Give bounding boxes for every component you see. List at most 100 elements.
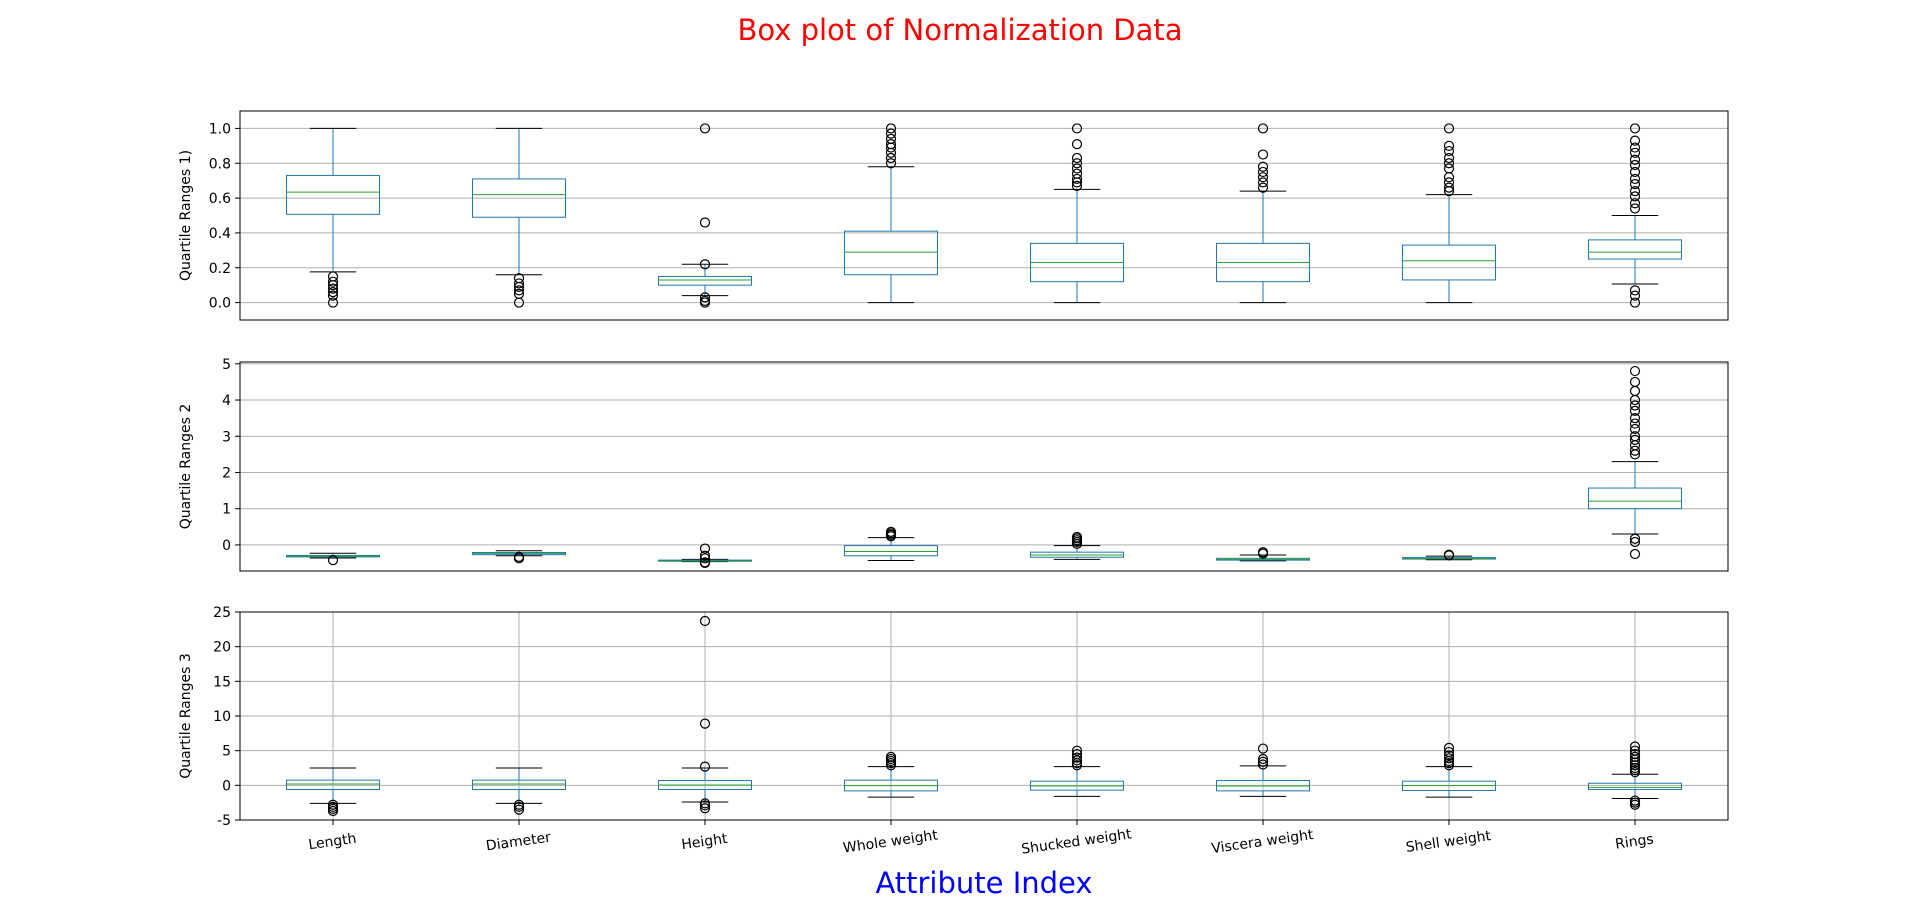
box-group bbox=[1402, 742, 1496, 798]
outlier bbox=[699, 123, 711, 134]
y-tick-label: 10 bbox=[213, 709, 231, 725]
y-tick-label: 5 bbox=[222, 357, 231, 373]
outlier bbox=[1071, 749, 1083, 760]
outlier bbox=[1629, 548, 1641, 560]
outlier bbox=[699, 615, 711, 627]
box bbox=[472, 178, 566, 218]
outlier bbox=[327, 271, 339, 282]
box-group bbox=[1588, 365, 1682, 560]
outlier bbox=[1629, 418, 1641, 429]
box-group bbox=[286, 127, 380, 308]
outlier bbox=[1443, 182, 1455, 193]
outlier bbox=[1629, 376, 1641, 388]
outlier bbox=[885, 147, 897, 158]
x-tick-label: Rings bbox=[1614, 831, 1655, 852]
outlier bbox=[1629, 159, 1641, 171]
outlier bbox=[1629, 533, 1641, 544]
box-group bbox=[844, 123, 938, 304]
outlier bbox=[327, 297, 339, 308]
axes-frame bbox=[239, 611, 1729, 821]
outlier bbox=[1443, 177, 1455, 188]
outlier bbox=[1257, 743, 1269, 754]
outlier bbox=[1257, 182, 1269, 193]
outlier bbox=[1629, 413, 1641, 424]
outlier bbox=[1071, 531, 1083, 543]
outlier bbox=[1629, 760, 1641, 771]
box-group bbox=[1216, 547, 1310, 562]
outlier bbox=[513, 553, 525, 564]
outlier bbox=[1629, 173, 1641, 185]
y-tick-label: -5 bbox=[217, 813, 231, 829]
box-group bbox=[844, 526, 938, 561]
box-group bbox=[286, 767, 380, 817]
outlier bbox=[1629, 434, 1641, 445]
outlier bbox=[1629, 757, 1641, 768]
y-axis-label: Quartile Ranges 2 bbox=[178, 404, 194, 530]
y-tick-label: 0.4 bbox=[209, 226, 231, 242]
x-tick-label: Shucked weight bbox=[1020, 826, 1133, 857]
box bbox=[286, 779, 380, 790]
outlier bbox=[1257, 123, 1269, 134]
outlier bbox=[1071, 755, 1083, 766]
outlier bbox=[1629, 762, 1641, 774]
outlier bbox=[1629, 751, 1641, 763]
outlier bbox=[699, 761, 711, 772]
box bbox=[844, 230, 938, 276]
outlier bbox=[1629, 297, 1641, 308]
x-tick-label: Whole weight bbox=[842, 827, 939, 856]
x-tick-label: Length bbox=[307, 831, 357, 854]
outlier bbox=[699, 543, 711, 554]
y-tick-label: 0.8 bbox=[209, 156, 231, 172]
outlier bbox=[1257, 161, 1269, 172]
outlier bbox=[327, 555, 339, 566]
y-tick-label: 0.6 bbox=[209, 191, 231, 207]
box-group bbox=[286, 552, 380, 566]
outlier bbox=[1071, 745, 1083, 756]
x-axis-label: Attribute Index bbox=[875, 866, 1092, 900]
box-group bbox=[1216, 123, 1310, 304]
outlier bbox=[1629, 799, 1641, 810]
outlier bbox=[1629, 191, 1641, 202]
outlier bbox=[699, 803, 711, 814]
outlier bbox=[1443, 123, 1455, 134]
x-tick-label: Viscera weight bbox=[1210, 827, 1314, 857]
outlier bbox=[1443, 742, 1455, 753]
outlier bbox=[513, 285, 525, 296]
chart-title: Box plot of Normalization Data bbox=[737, 13, 1182, 47]
outlier bbox=[1443, 753, 1455, 764]
box-group bbox=[472, 767, 566, 815]
outlier bbox=[1443, 158, 1455, 169]
outlier bbox=[1443, 172, 1455, 183]
outlier bbox=[1443, 152, 1455, 164]
outlier bbox=[327, 287, 339, 298]
outlier bbox=[1629, 536, 1641, 548]
y-tick-label: 0 bbox=[222, 538, 231, 554]
outlier bbox=[327, 280, 339, 291]
box bbox=[1588, 487, 1682, 510]
box bbox=[1402, 244, 1496, 281]
outlier bbox=[885, 158, 897, 169]
outlier bbox=[1443, 549, 1455, 560]
y-tick-label: 0 bbox=[222, 778, 231, 794]
outlier bbox=[1629, 135, 1641, 146]
box-group bbox=[1402, 123, 1496, 304]
outlier bbox=[1443, 750, 1455, 761]
outlier bbox=[1257, 172, 1269, 183]
outlier bbox=[513, 278, 525, 289]
outlier bbox=[1629, 445, 1641, 456]
x-tick-label: Height bbox=[680, 831, 729, 853]
outlier bbox=[885, 152, 897, 164]
box-group bbox=[658, 543, 752, 569]
box-group bbox=[472, 127, 566, 308]
outlier bbox=[327, 276, 339, 287]
box bbox=[286, 174, 380, 215]
y-tick-label: 1 bbox=[222, 502, 231, 518]
outlier bbox=[1257, 166, 1269, 178]
outlier bbox=[1629, 423, 1641, 435]
axes-frame bbox=[239, 110, 1729, 321]
outlier bbox=[699, 553, 711, 564]
box-group bbox=[1588, 123, 1682, 308]
outlier bbox=[1071, 152, 1083, 164]
outlier bbox=[1629, 741, 1641, 752]
